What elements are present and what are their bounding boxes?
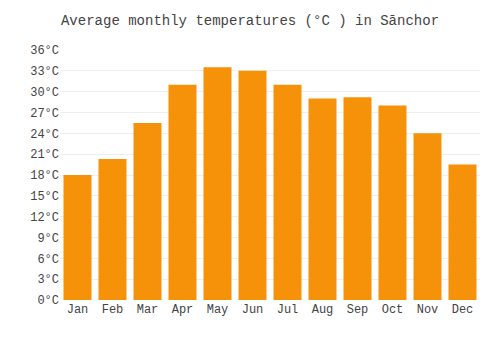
svg-text:15°C: 15°C	[30, 190, 59, 204]
svg-text:Jan: Jan	[67, 303, 89, 317]
svg-text:24°C: 24°C	[30, 128, 59, 142]
svg-text:Feb: Feb	[102, 303, 124, 317]
svg-text:Mar: Mar	[137, 303, 159, 317]
svg-text:30°C: 30°C	[30, 86, 59, 100]
svg-text:6°C: 6°C	[37, 253, 59, 267]
svg-text:Jul: Jul	[277, 303, 299, 317]
svg-text:Average monthly temperatures (: Average monthly temperatures (°C ) in Sā…	[61, 13, 439, 29]
svg-text:27°C: 27°C	[30, 107, 59, 121]
svg-text:9°C: 9°C	[37, 232, 59, 246]
svg-text:Dec: Dec	[452, 303, 474, 317]
svg-text:18°C: 18°C	[30, 169, 59, 183]
svg-text:33°C: 33°C	[30, 65, 59, 79]
svg-text:Nov: Nov	[417, 303, 439, 317]
svg-text:May: May	[207, 303, 229, 317]
svg-text:Sep: Sep	[347, 303, 369, 317]
svg-text:21°C: 21°C	[30, 148, 59, 162]
svg-text:Apr: Apr	[172, 303, 194, 317]
svg-text:Aug: Aug	[312, 303, 334, 317]
svg-text:36°C: 36°C	[30, 44, 59, 58]
svg-text:3°C: 3°C	[37, 273, 59, 287]
svg-text:Oct: Oct	[382, 303, 404, 317]
svg-text:12°C: 12°C	[30, 211, 59, 225]
svg-text:0°C: 0°C	[37, 294, 59, 308]
svg-text:Jun: Jun	[242, 303, 264, 317]
